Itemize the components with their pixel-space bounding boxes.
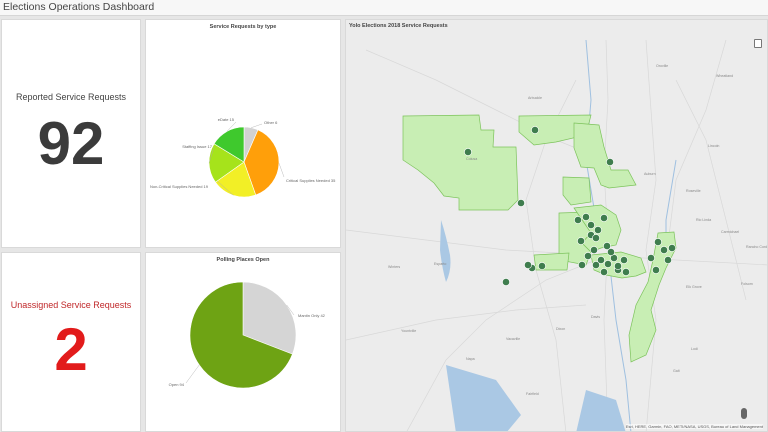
reported-requests-label: Reported Service Requests: [15, 92, 127, 102]
service-request-marker[interactable]: [577, 237, 585, 245]
service-request-marker[interactable]: [597, 256, 605, 264]
service-request-marker[interactable]: [587, 221, 595, 229]
slice-leader-line: [185, 364, 200, 384]
microphone-icon[interactable]: [741, 408, 747, 419]
service-request-marker[interactable]: [582, 213, 590, 221]
slice-leader-line: [286, 304, 295, 316]
slice-leader-line: [215, 179, 234, 196]
service-request-marker[interactable]: [538, 262, 546, 270]
map-town-label: Yountville: [401, 329, 416, 333]
polling-places-pie[interactable]: Mantin Only 42 Open 94: [146, 253, 341, 432]
slice-leader-line: [208, 146, 215, 164]
slice-leader-line: [278, 163, 285, 178]
map-town-label: Davis: [591, 315, 600, 319]
requests-by-type-pie[interactable]: Other 6 Critical Supplies Needed 35 Non-Cr…: [146, 20, 341, 248]
service-request-marker[interactable]: [517, 199, 525, 207]
dashboard-header: Elections Operations Dashboard: [0, 0, 768, 16]
slice-label: eDate 15: [218, 117, 235, 122]
map-town-label: Roseville: [686, 189, 701, 193]
slice-label: Critical Supplies Needed 35: [286, 178, 336, 183]
map-town-label: Oroville: [656, 64, 668, 68]
reported-requests-value: 92: [37, 110, 105, 177]
map-title: Yolo Elections 2018 Service Requests: [349, 23, 448, 29]
service-request-marker[interactable]: [584, 252, 592, 260]
map-roads: [346, 39, 767, 431]
map-town-label: Carmichael: [721, 230, 739, 234]
service-request-marker[interactable]: [660, 246, 668, 254]
slice-label: Mantin Only 42: [298, 313, 326, 318]
map-town-label: Wheatland: [716, 74, 733, 78]
map-lakes: [440, 220, 626, 431]
service-request-marker[interactable]: [524, 261, 532, 269]
bookmark-icon[interactable]: [754, 39, 762, 48]
map-town-label: Dixon: [556, 327, 565, 331]
pie-slice[interactable]: [189, 281, 293, 389]
pie-slice[interactable]: [213, 126, 245, 163]
map-attribution: Esri, HERE, Garmin, FAO, METI/NASA, USGS…: [625, 424, 763, 429]
service-request-marker[interactable]: [464, 148, 472, 156]
service-request-marker[interactable]: [652, 266, 660, 274]
service-request-marker[interactable]: [606, 158, 614, 166]
map-town-label: Napa: [466, 357, 475, 361]
polling-places-panel[interactable]: Polling Places Open Mantin Only 42 Open 9…: [145, 252, 341, 432]
service-request-marker[interactable]: [647, 254, 655, 262]
unassigned-requests-indicator[interactable]: Unassigned Service Requests 2: [1, 252, 141, 432]
polling-places-title: Polling Places Open: [216, 257, 270, 263]
reported-requests-indicator[interactable]: Reported Service Requests 92: [1, 19, 141, 248]
service-request-marker[interactable]: [592, 261, 600, 269]
service-request-marker[interactable]: [578, 261, 586, 269]
pie-slice[interactable]: [243, 129, 280, 196]
slice-label: Staffing Issue 17: [182, 144, 213, 149]
map-town-label: Rancho Cordova: [746, 245, 768, 249]
slice-label: Other 6: [264, 120, 278, 125]
service-request-marker[interactable]: [590, 246, 598, 254]
service-request-marker[interactable]: [600, 214, 608, 222]
service-request-marker[interactable]: [502, 278, 510, 286]
unassigned-requests-value: 2: [54, 316, 88, 383]
map-town-label: Fairfield: [526, 392, 539, 396]
slice-label: Non-Critical Supplies Needed 19: [150, 184, 209, 189]
service-request-marker[interactable]: [607, 248, 615, 256]
map-canvas[interactable]: Oroville Wheatland Arbuckle Lincoln Auburn Co…: [346, 20, 768, 432]
service-request-marker[interactable]: [603, 242, 611, 250]
service-request-marker[interactable]: [622, 268, 630, 276]
map-town-label: Elk Grove: [686, 285, 702, 289]
service-request-marker[interactable]: [531, 126, 539, 134]
map-town-label: Esparto: [434, 262, 446, 266]
unassigned-requests-label: Unassigned Service Requests: [10, 300, 132, 310]
map-town-label: Vacaville: [506, 337, 520, 341]
map-town-label: Auburn: [644, 172, 656, 176]
service-request-marker[interactable]: [668, 244, 676, 252]
service-request-marker[interactable]: [574, 216, 582, 224]
pie-slice[interactable]: [242, 281, 297, 355]
map-town-label: Galt: [673, 369, 680, 373]
map-background: [346, 20, 767, 431]
service-request-marker[interactable]: [600, 268, 608, 276]
map-town-label: Rio Linda: [696, 218, 711, 222]
service-request-marker[interactable]: [592, 234, 600, 242]
map-town-label: Lincoln: [708, 144, 719, 148]
slice-label: Open 94: [169, 382, 185, 387]
service-request-marker[interactable]: [654, 238, 662, 246]
service-requests-map[interactable]: Yolo Elections 2018 Service Requests: [345, 19, 768, 432]
service-request-marker[interactable]: [664, 256, 672, 264]
requests-by-type-title: Service Requests by type: [209, 24, 277, 30]
dashboard-title: Elections Operations Dashboard: [3, 1, 155, 13]
requests-by-type-panel[interactable]: Service Requests by type Other 6 Critical…: [145, 19, 341, 248]
map-town-label: Arbuckle: [528, 96, 542, 100]
map-town-label: Winters: [388, 265, 400, 269]
slice-leader-line: [251, 123, 263, 128]
county-boundaries: [402, 114, 677, 363]
service-request-marker[interactable]: [620, 256, 628, 264]
service-request-markers[interactable]: [464, 126, 676, 286]
service-request-marker[interactable]: [594, 226, 602, 234]
service-request-marker[interactable]: [604, 260, 612, 268]
map-town-label: Folsom: [741, 282, 753, 286]
map-town-label: Colusa: [466, 157, 477, 161]
service-request-marker[interactable]: [614, 262, 622, 270]
slice-leader-line: [226, 121, 237, 132]
map-town-label: Lodi: [691, 347, 698, 351]
